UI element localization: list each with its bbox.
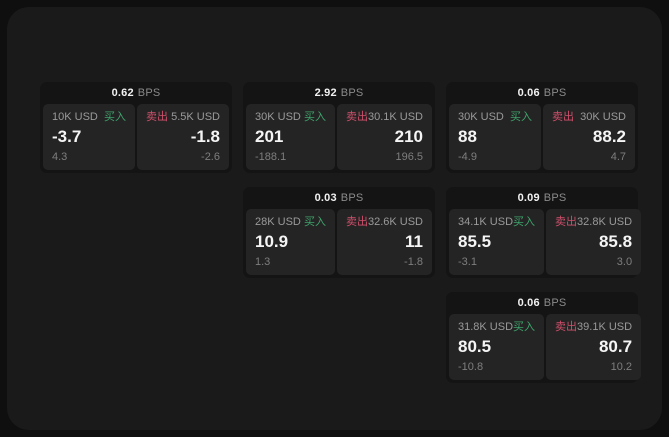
sell-side-label: 卖出 (555, 321, 578, 333)
sell-price: 85.8 (598, 232, 633, 251)
sell-price: 88.2 (592, 127, 626, 146)
sell-panel[interactable]: 卖出 39.1K USD 80.7 10.2 (546, 314, 642, 380)
buy-notional: 30K USD (255, 111, 301, 123)
sell-notional: 32.8K USD (577, 216, 633, 228)
spread-header: 0.06 BPS (449, 292, 635, 314)
sell-panel[interactable]: 卖出 32.6K USD 11 -1.8 (336, 209, 432, 275)
buy-change: -4.9 (458, 151, 477, 163)
quote-card: 0.03 BPS 28K USD 买入 10.9 1.3 卖出 32.6K US… (243, 187, 435, 278)
buy-notional: 31.8K USD (458, 321, 514, 333)
buy-notional: 30K USD (458, 111, 504, 123)
quote-card: 0.62 BPS 10K USD 买入 -3.7 4.3 卖出 5.5K USD (40, 82, 232, 173)
buy-notional: 34.1K USD (458, 216, 514, 228)
sell-panel[interactable]: 卖出 5.5K USD -1.8 -2.6 (137, 104, 229, 170)
sell-side-label: 卖出 (345, 216, 368, 228)
spread-unit-label: BPS (543, 87, 567, 99)
buy-panel[interactable]: 10K USD 买入 -3.7 4.3 (43, 104, 135, 170)
buy-side-label: 买入 (104, 111, 126, 123)
buy-price: -3.7 (52, 127, 82, 146)
sell-price: 80.7 (598, 337, 633, 356)
spread-header: 0.62 BPS (43, 82, 229, 104)
buy-price: 88 (458, 127, 477, 146)
sell-change: 4.7 (610, 151, 626, 163)
buy-change: -10.8 (458, 361, 484, 373)
buy-price: 10.9 (255, 232, 289, 251)
spread-value: 0.62 (111, 87, 134, 99)
sell-change: 3.0 (616, 256, 633, 268)
sell-panel[interactable]: 卖出 32.8K USD 85.8 3.0 (546, 209, 642, 275)
quote-card: 2.92 BPS 30K USD 买入 201 -188.1 卖出 30.1K … (243, 82, 435, 173)
spread-header: 0.06 BPS (449, 82, 635, 104)
quote-card: 0.06 BPS 31.8K USD 买入 80.5 -10.8 卖出 39.1… (446, 292, 642, 383)
buy-side-label: 买入 (303, 216, 326, 228)
spread-value: 0.03 (314, 192, 337, 204)
buy-change: 1.3 (255, 256, 271, 268)
buy-panel[interactable]: 31.8K USD 买入 80.5 -10.8 (449, 314, 545, 380)
quote-card: 0.09 BPS 34.1K USD 买入 85.5 -3.1 卖出 32.8K… (446, 187, 642, 278)
sell-side-label: 卖出 (345, 111, 368, 123)
spread-unit-label: BPS (137, 87, 161, 99)
buy-side-label: 买入 (513, 321, 536, 333)
buy-panel[interactable]: 34.1K USD 买入 85.5 -3.1 (449, 209, 545, 275)
spread-header: 0.03 BPS (246, 187, 432, 209)
spread-value: 0.06 (517, 297, 540, 309)
buy-change: 4.3 (52, 151, 68, 163)
buy-side-label: 买入 (513, 216, 536, 228)
buy-panel[interactable]: 30K USD 买入 88 -4.9 (449, 104, 541, 170)
quote-cards-grid: 0.62 BPS 10K USD 买入 -3.7 4.3 卖出 5.5K USD (40, 82, 642, 383)
sell-side-label: 卖出 (555, 216, 578, 228)
spread-value: 2.92 (314, 87, 337, 99)
spread-header: 2.92 BPS (246, 82, 432, 104)
buy-panel[interactable]: 28K USD 买入 10.9 1.3 (246, 209, 335, 275)
buy-notional: 10K USD (52, 111, 98, 123)
buy-price: 80.5 (458, 337, 492, 356)
sell-side-label: 卖出 (146, 111, 168, 123)
sell-change: -1.8 (404, 256, 423, 268)
spread-unit-label: BPS (340, 192, 364, 204)
buy-change: -3.1 (458, 256, 477, 268)
sell-panel[interactable]: 卖出 30.1K USD 210 196.5 (336, 104, 432, 170)
sell-change: 10.2 (610, 361, 633, 373)
sell-price: 210 (394, 127, 423, 146)
sell-panel[interactable]: 卖出 30K USD 88.2 4.7 (543, 104, 635, 170)
spread-unit-label: BPS (543, 192, 567, 204)
buy-notional: 28K USD (255, 216, 301, 228)
buy-panel[interactable]: 30K USD 买入 201 -188.1 (246, 104, 335, 170)
sell-notional: 39.1K USD (577, 321, 633, 333)
buy-change: -188.1 (255, 151, 287, 163)
buy-price: 201 (255, 127, 284, 146)
spread-value: 0.06 (517, 87, 540, 99)
spread-header: 0.09 BPS (449, 187, 635, 209)
sell-change: -2.6 (201, 151, 220, 163)
buy-side-label: 买入 (303, 111, 326, 123)
sell-notional: 30K USD (580, 111, 626, 123)
sell-change: 196.5 (395, 151, 423, 163)
sell-notional: 5.5K USD (171, 111, 220, 123)
sell-notional: 30.1K USD (367, 111, 423, 123)
spread-unit-label: BPS (340, 87, 364, 99)
sell-notional: 32.6K USD (367, 216, 423, 228)
quote-card: 0.06 BPS 30K USD 买入 88 -4.9 卖出 30K USD (446, 82, 638, 173)
sell-side-label: 卖出 (552, 111, 574, 123)
spread-value: 0.09 (517, 192, 540, 204)
sell-price: 11 (405, 232, 423, 251)
buy-side-label: 买入 (510, 111, 532, 123)
buy-price: 85.5 (458, 232, 492, 251)
sell-price: -1.8 (190, 127, 220, 146)
spread-unit-label: BPS (543, 297, 567, 309)
